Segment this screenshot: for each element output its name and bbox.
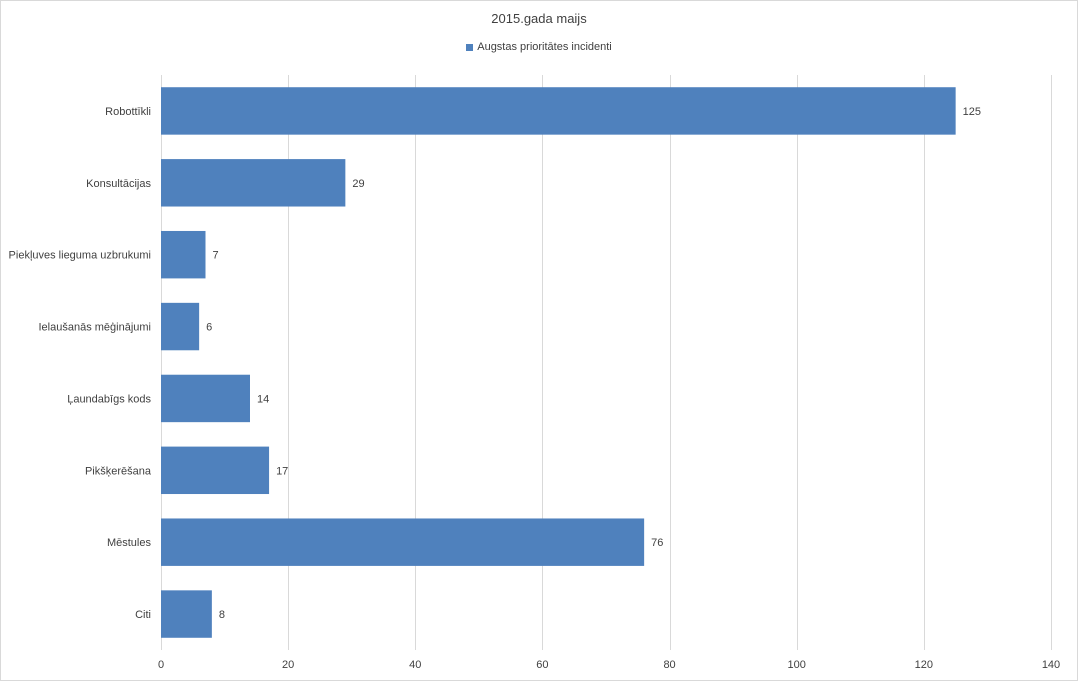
x-tick-label: 140 xyxy=(1042,659,1060,671)
x-tick-label: 100 xyxy=(788,659,806,671)
bar xyxy=(161,302,200,351)
legend: Augstas prioritātes incidenti xyxy=(0,41,1078,53)
data-label: 29 xyxy=(352,178,364,190)
category-label: Piekļuves lieguma uzbrukumi xyxy=(9,250,151,262)
x-tick-label: 20 xyxy=(282,659,294,671)
legend-label: Augstas prioritātes incidenti xyxy=(477,41,612,53)
x-tick-label: 0 xyxy=(158,659,164,671)
category-label: Ļaundabīgs kods xyxy=(67,393,151,405)
category-label: Robottīkli xyxy=(105,106,151,118)
x-tick-label: 60 xyxy=(536,659,548,671)
data-label: 7 xyxy=(213,250,219,262)
bar xyxy=(161,518,645,566)
category-label: Mēstules xyxy=(107,537,152,549)
category-label: Ielaušanās mēģinājumi xyxy=(38,321,151,334)
legend-swatch xyxy=(466,43,474,51)
category-label: Konsultācijas xyxy=(86,178,151,190)
data-label: 125 xyxy=(963,106,981,118)
data-label: 76 xyxy=(651,537,663,549)
chart-title: 2015.gada maijs xyxy=(491,11,587,26)
bar xyxy=(161,590,212,638)
data-label: 17 xyxy=(276,465,288,477)
data-label: 6 xyxy=(206,322,212,334)
x-tick-label: 80 xyxy=(663,659,675,671)
data-label: 14 xyxy=(257,393,269,405)
x-tick-label: 120 xyxy=(915,659,933,671)
category-label: Citi xyxy=(135,609,151,621)
bar xyxy=(161,230,206,279)
bar xyxy=(161,87,956,135)
bar xyxy=(161,159,346,207)
data-label: 8 xyxy=(219,609,225,621)
x-tick-label: 40 xyxy=(409,659,421,671)
category-label: Pikšķerēšana xyxy=(85,465,152,477)
bar xyxy=(161,446,270,495)
bar xyxy=(161,374,250,423)
